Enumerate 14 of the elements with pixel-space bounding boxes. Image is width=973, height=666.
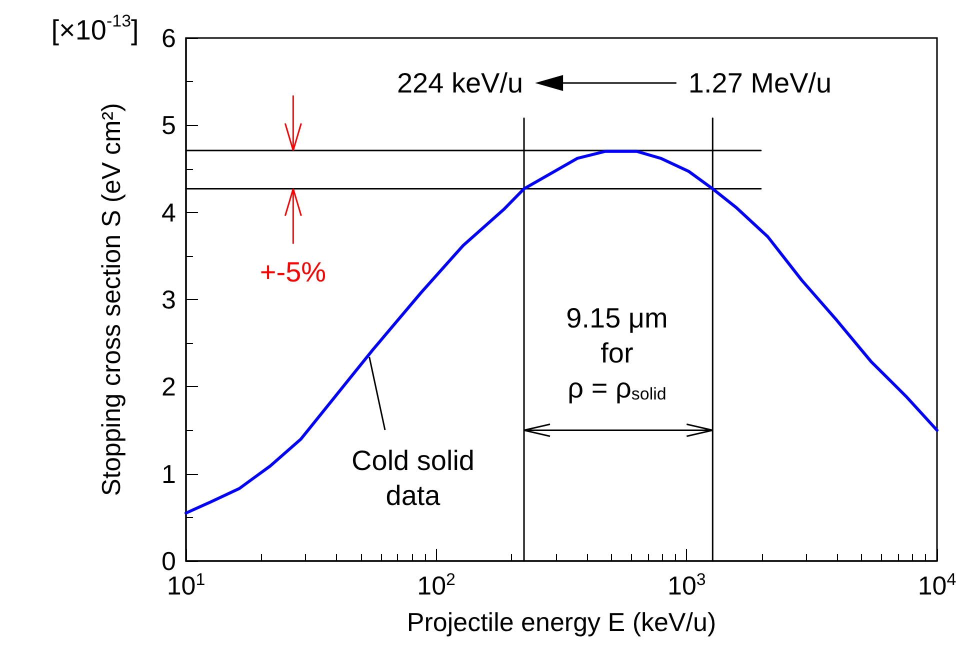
annotation: +-5% <box>260 256 326 288</box>
annotation: 224 keV/u <box>396 68 524 98</box>
y-tick-label: 2 <box>162 372 176 402</box>
y-tick-label: 0 <box>162 546 176 576</box>
annotation: Cold solid data <box>352 445 474 511</box>
annotation: 1.27 MeV/u <box>688 68 832 98</box>
y-axis-title: Stopping cross section S (eV cm²) <box>96 102 126 496</box>
x-axis-title: Projectile energy E (keV/u) <box>406 607 716 637</box>
annotation: 9.15 μm for ρ = ρsolid <box>566 302 668 404</box>
y-tick-label: 5 <box>162 110 176 140</box>
y-tick-label: 6 <box>162 23 176 53</box>
y-tick-label: 4 <box>162 197 176 228</box>
y-tick-label: 3 <box>162 284 176 314</box>
y-tick-label: 1 <box>162 458 176 489</box>
